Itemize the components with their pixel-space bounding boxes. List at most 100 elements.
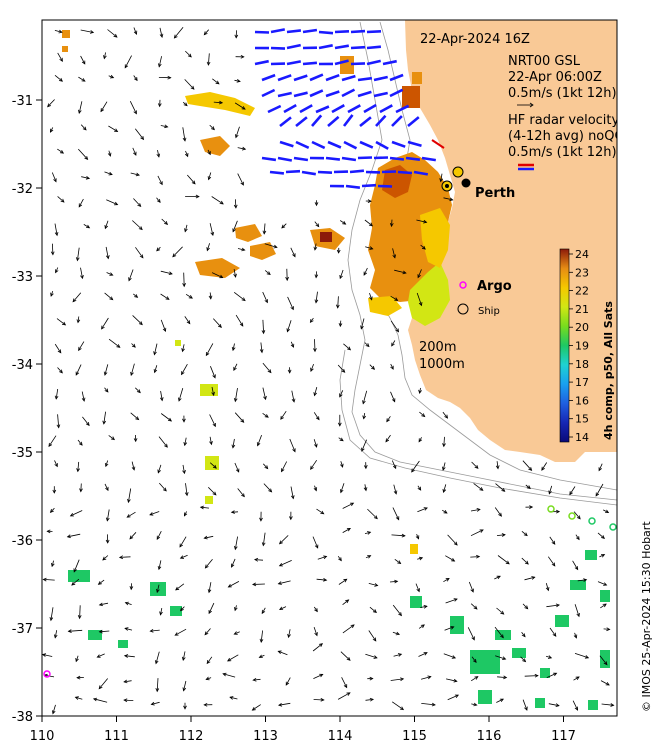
current-vector — [496, 698, 504, 703]
ship-legend-marker — [457, 303, 469, 315]
current-vector — [521, 632, 526, 637]
current-vector-head — [391, 342, 395, 347]
current-vector-head — [42, 653, 47, 657]
current-vector — [156, 678, 159, 692]
current-vector — [209, 292, 212, 299]
current-vector-head — [76, 319, 81, 324]
current-vector — [200, 506, 210, 509]
current-vector — [78, 76, 86, 82]
radar-vector — [350, 45, 366, 50]
current-vector — [471, 656, 477, 663]
radar-vector — [315, 105, 330, 114]
current-vector — [68, 629, 83, 632]
current-vector-head — [153, 351, 157, 356]
current-vector-head — [240, 181, 244, 186]
current-vector — [52, 243, 54, 255]
current-vector-head — [47, 103, 52, 108]
radar-vector — [267, 104, 282, 114]
current-vector-head — [179, 543, 184, 548]
current-vector — [263, 483, 272, 493]
current-vector-head — [603, 661, 608, 666]
colorbar-tick-label: 19 — [575, 340, 589, 353]
current-vector-head — [159, 33, 164, 38]
radar-vector — [397, 170, 413, 175]
current-vector-head — [59, 369, 63, 374]
current-vector — [78, 148, 88, 160]
current-vector — [233, 291, 246, 301]
current-vector — [314, 339, 316, 352]
radar-vector — [359, 116, 372, 128]
current-vector-head — [208, 609, 212, 615]
current-vector-head — [339, 437, 344, 442]
current-vector — [290, 486, 294, 499]
current-vector — [208, 602, 215, 614]
current-vector — [213, 318, 222, 328]
current-vector-head — [67, 629, 72, 633]
radar-vector — [391, 140, 406, 148]
current-vector — [234, 462, 240, 473]
current-vector — [525, 484, 531, 489]
current-vector-head — [323, 578, 328, 582]
current-vector-head — [116, 344, 121, 348]
current-vector — [262, 362, 272, 373]
current-vector-head — [100, 108, 105, 113]
current-vector — [104, 220, 109, 229]
current-vector-head — [229, 696, 234, 700]
current-vector — [341, 677, 348, 688]
current-vector-head — [98, 629, 103, 634]
current-vector-head — [105, 517, 110, 522]
current-vector — [393, 484, 397, 495]
current-vector-head — [610, 703, 615, 707]
current-vector-head — [124, 64, 129, 69]
current-vector — [445, 598, 458, 604]
radar-vector — [285, 169, 301, 174]
current-vector-head — [212, 423, 216, 428]
current-vector — [51, 560, 54, 567]
radar-vector — [279, 140, 294, 148]
current-vector-head — [534, 673, 539, 678]
current-vector — [338, 578, 347, 585]
current-vector — [182, 651, 186, 661]
current-vector — [80, 267, 83, 279]
current-vector-head — [76, 675, 81, 680]
current-vector-head — [156, 588, 160, 594]
radar-vector — [317, 170, 333, 174]
radar-vector — [375, 114, 387, 127]
radar-vector — [254, 30, 270, 34]
current-vector-head — [53, 178, 57, 183]
current-vector — [150, 629, 160, 632]
current-vector-head — [130, 371, 134, 377]
current-vector — [135, 247, 144, 259]
current-vector — [50, 607, 54, 621]
current-vector-head — [181, 371, 185, 376]
current-vector — [93, 698, 108, 703]
current-vector-head — [164, 221, 169, 226]
current-vector — [339, 320, 342, 327]
current-vector — [129, 101, 137, 114]
current-vector-head — [154, 660, 159, 665]
current-vector — [78, 101, 83, 114]
current-vector-head — [555, 703, 560, 707]
current-vector — [160, 319, 166, 332]
current-vector — [470, 509, 480, 512]
current-vector-head — [500, 634, 504, 639]
current-vector-head — [212, 464, 217, 469]
current-vector — [447, 694, 459, 701]
current-vector-head — [215, 80, 220, 85]
current-vector — [342, 528, 351, 533]
y-tick-label: -33 — [12, 270, 33, 285]
current-vector-head — [362, 400, 366, 405]
current-vector-head — [411, 468, 415, 473]
current-vector-head — [338, 557, 342, 562]
current-vector-head — [205, 351, 210, 357]
sst-patch — [205, 456, 219, 470]
colorbar-tick-label: 14 — [575, 431, 589, 444]
current-vector-head — [123, 654, 129, 658]
current-vector-head — [234, 34, 239, 39]
argo-float-marker — [459, 281, 467, 289]
current-vector-head — [552, 632, 557, 637]
current-vector-head — [98, 602, 104, 607]
current-vector-head — [423, 219, 428, 224]
current-vector — [496, 461, 499, 469]
current-vector — [77, 461, 80, 472]
